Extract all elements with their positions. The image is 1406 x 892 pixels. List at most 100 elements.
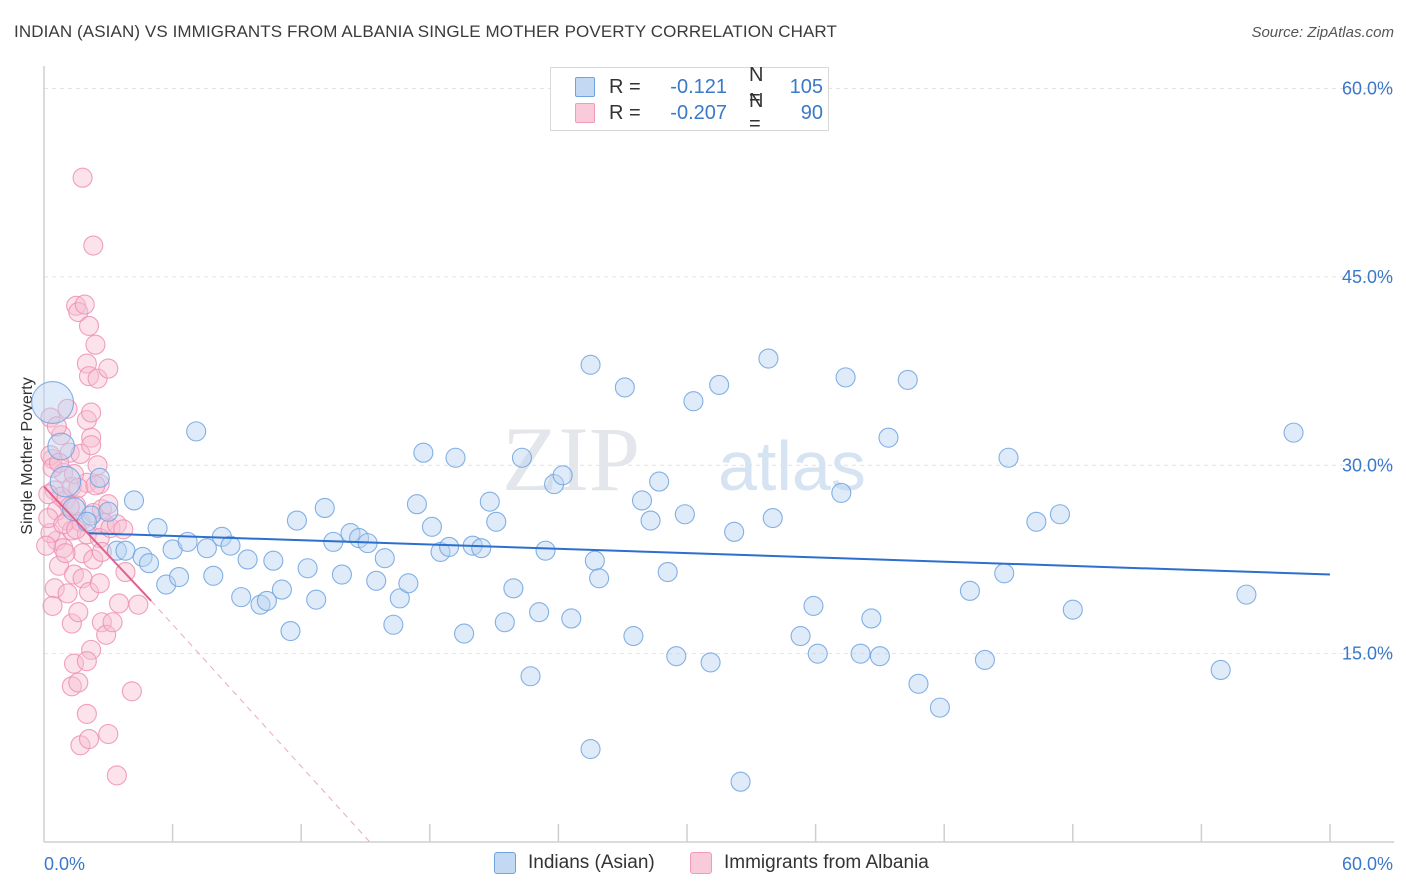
- legend-item-indian[interactable]: Indians (Asian): [494, 852, 655, 874]
- indian-swatch: [575, 77, 595, 97]
- indian-point: [850, 643, 871, 664]
- chart-title: INDIAN (ASIAN) VS IMMIGRANTS FROM ALBANI…: [14, 22, 837, 41]
- indian-point: [1049, 504, 1070, 525]
- albania-point: [98, 723, 119, 745]
- tick-labels: 15.0% 30.0% 45.0% 60.0% 0.0% 60.0%: [44, 79, 1393, 874]
- albania-point: [78, 366, 100, 387]
- indian-point: [897, 369, 918, 390]
- albania-points: [36, 167, 149, 786]
- indian-point: [138, 553, 160, 574]
- indian-point: [908, 673, 929, 694]
- indian-point: [280, 620, 301, 642]
- albania-legend-swatch: [690, 852, 712, 874]
- albania-point: [42, 595, 63, 616]
- indian-point: [123, 490, 145, 511]
- y-tick-label: 45.0%: [1342, 267, 1393, 287]
- indian-point: [98, 501, 119, 522]
- albania-point: [108, 593, 130, 614]
- albania-point: [76, 703, 97, 724]
- albania-point: [89, 573, 110, 594]
- indian-point: [445, 447, 466, 468]
- albania-point: [81, 639, 102, 660]
- indian-point: [709, 374, 730, 395]
- indian-point: [263, 550, 284, 571]
- indian-point: [220, 535, 241, 556]
- stats-legend: R = -0.121 N = 105 R = -0.207 N = 90: [550, 64, 829, 135]
- indian-point: [49, 465, 82, 498]
- albania-point: [76, 651, 97, 672]
- indian-point: [231, 587, 252, 608]
- albania-point: [70, 443, 91, 465]
- indian-point: [168, 566, 190, 588]
- indian-point: [374, 548, 395, 569]
- indian-point: [1062, 599, 1083, 620]
- indian-point: [666, 646, 687, 667]
- indian-point: [535, 540, 556, 561]
- indian-point: [803, 595, 824, 616]
- watermark: ZIP atlas: [502, 408, 866, 510]
- indian-point: [186, 421, 207, 442]
- indian-point: [366, 570, 387, 591]
- indian-point: [762, 507, 783, 529]
- indian-point: [683, 391, 704, 412]
- indian-point: [929, 697, 950, 718]
- n-value: 90: [800, 101, 823, 124]
- indian-point: [730, 771, 751, 792]
- indian-point: [439, 536, 460, 557]
- indian-point: [115, 540, 136, 561]
- albania-point: [78, 315, 100, 336]
- watermark-atlas: atlas: [718, 427, 866, 505]
- indian-point: [520, 666, 541, 687]
- r-value: -0.207: [670, 101, 727, 124]
- albania-swatch: [575, 103, 595, 123]
- albania-point: [78, 728, 100, 750]
- indian-point: [623, 626, 644, 647]
- indian-point: [156, 574, 177, 595]
- legend-item-albania[interactable]: Immigrants from Albania: [690, 852, 929, 874]
- indian-point: [383, 614, 404, 635]
- albania-point: [98, 358, 119, 379]
- albania-point: [57, 583, 78, 604]
- indian-point: [47, 432, 75, 461]
- indian-point: [614, 377, 635, 398]
- albania-point: [57, 398, 78, 419]
- indian-points: [31, 348, 1304, 792]
- y-tick-label: 60.0%: [1342, 79, 1393, 99]
- albania-point: [74, 294, 95, 315]
- legend-row-indian: R = -0.121 N = 105: [575, 64, 823, 109]
- indian-point: [479, 491, 500, 512]
- indian-point: [631, 490, 653, 511]
- albania-point: [53, 538, 74, 559]
- indian-legend-swatch: [494, 852, 516, 874]
- indian-trend-line: [86, 532, 1331, 576]
- indian-point: [994, 563, 1015, 584]
- indian-point: [561, 608, 582, 629]
- indian-point: [89, 467, 110, 488]
- indian-point: [256, 590, 277, 611]
- n-label: N =: [749, 90, 764, 135]
- indian-point: [398, 573, 419, 594]
- albania-point: [91, 612, 112, 633]
- indian-point: [271, 579, 292, 600]
- albania-point: [91, 541, 112, 562]
- indian-point: [297, 558, 318, 579]
- r-value: -0.121: [670, 75, 727, 98]
- indian-point: [237, 549, 258, 570]
- albania-point: [68, 477, 89, 498]
- indian-point: [494, 612, 515, 633]
- indian-point: [406, 494, 427, 515]
- indian-point: [640, 510, 661, 531]
- indian-point: [589, 568, 610, 589]
- indian-point: [250, 594, 271, 615]
- x-tick-label-end: 60.0%: [1342, 854, 1393, 874]
- indian-point: [413, 442, 434, 463]
- indian-point: [1026, 511, 1047, 532]
- albania-point: [128, 594, 149, 615]
- albania-point: [38, 507, 59, 529]
- y-tick-label: 15.0%: [1342, 644, 1393, 664]
- indian-point: [724, 521, 745, 542]
- indian-point: [700, 652, 721, 673]
- indian-point: [286, 510, 307, 531]
- indian-point: [674, 504, 695, 525]
